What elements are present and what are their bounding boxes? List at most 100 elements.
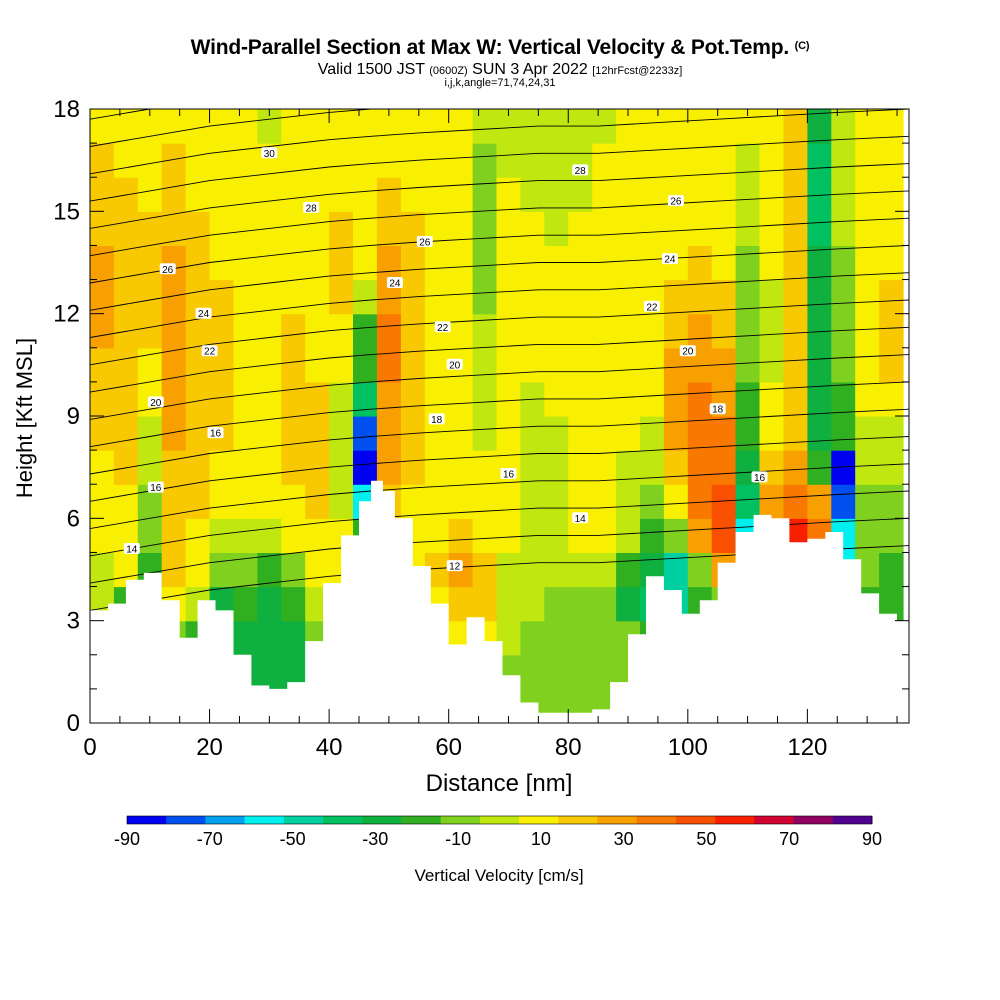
contour-label-text: 20 [150,398,162,409]
y-tick-label: 6 [67,505,80,532]
velocity-cell [711,450,737,485]
velocity-cell [592,279,617,315]
velocity-cell [209,211,235,246]
contour-label-box [428,413,445,425]
contour-label-text: 16 [150,483,162,494]
contour-label-box [147,481,164,493]
velocity-cell [161,211,187,246]
velocity-cell [113,416,139,451]
velocity-cell [161,109,187,144]
velocity-cell [544,586,569,622]
velocity-cell [233,484,258,519]
velocity-cell [90,143,115,178]
theta-contours [90,109,909,611]
colorbar-swatch [715,816,755,824]
velocity-cell [281,211,306,246]
contour-label: 22 [434,321,451,334]
contour-label-text: 18 [712,405,724,416]
velocity-cell [879,381,904,417]
velocity-cell [687,177,713,212]
contour-label-text: 14 [575,514,587,525]
velocity-cell [472,109,498,144]
velocity-cell [161,177,187,212]
velocity-cell [281,450,306,485]
velocity-cell [161,484,187,519]
velocity-cell [640,381,665,417]
contour-label: 24 [386,277,403,290]
velocity-cell [520,347,545,383]
velocity-cell [329,416,354,451]
theta-contour-line [90,163,909,229]
velocity-cell [568,313,593,349]
contour-label: 26 [159,263,176,276]
velocity-cell [879,211,904,246]
velocity-cell [663,211,689,246]
velocity-cell [568,416,593,451]
velocity-cell [424,109,450,144]
velocity-cell [879,347,904,383]
velocity-cell [472,143,498,178]
velocity-cell [568,620,593,656]
velocity-cell [281,586,306,622]
velocity-cell [233,381,258,417]
chart-subtitle: Valid 1500 JST (0600Z) SUN 3 Apr 2022 [1… [0,61,1000,79]
velocity-cell [281,245,306,281]
contour-label-box [446,358,463,370]
contour-label-box [751,471,768,483]
velocity-cell [616,586,641,622]
velocity-cell [855,450,880,485]
velocity-cell [663,381,689,417]
velocity-cell [759,313,784,349]
contour-label-box [661,253,678,265]
velocity-cell [161,347,187,383]
velocity-cell [113,143,139,178]
velocity-cell [233,450,258,485]
velocity-cell [711,245,737,281]
velocity-cell [663,484,689,519]
velocity-cell [90,416,115,451]
velocity-cell [376,416,402,451]
velocity-cell [879,279,904,315]
velocity-cell [520,211,545,246]
colorbar-tick-label: 30 [614,829,634,849]
contour-label-text: 14 [126,545,138,556]
velocity-cell [257,620,282,656]
velocity-cell [281,109,306,144]
velocity-cell [520,416,545,451]
contour-label-text: 26 [670,197,682,208]
velocity-cell [90,552,115,588]
velocity-cell [161,416,187,451]
contour-label-text: 16 [754,473,766,484]
velocity-cell [305,211,330,246]
contour-label-box [434,321,451,333]
velocity-cell [759,211,784,246]
contour-label-box [386,277,403,288]
velocity-cell [137,245,163,281]
velocity-cell [544,313,569,349]
contour-label: 12 [446,560,463,573]
theta-contour-line [90,135,909,202]
theta-contour-line [90,217,909,284]
colorbar-swatch [519,816,559,824]
velocity-cell [161,552,187,588]
velocity-cell [616,245,641,281]
velocity-cell [711,279,737,315]
contour-label-box [195,307,212,319]
velocity-cell [879,313,904,349]
subtitle-valid: Valid 1500 JST [317,61,425,78]
velocity-cell [807,279,832,315]
velocity-cell [137,177,163,212]
velocity-cell [281,552,306,588]
velocity-cell [233,518,258,553]
velocity-cell [161,518,187,553]
velocity-cell [400,347,426,383]
velocity-cell [400,484,426,519]
velocity-cell [472,313,498,349]
velocity-cell [759,347,784,383]
contour-label: 16 [147,481,164,494]
subtitle-forecast: [12hrFcst@2233z] [592,65,683,77]
colorbar-tick-label: 50 [696,829,716,849]
velocity-cell [400,381,426,417]
velocity-cell [879,450,904,485]
velocity-cell [544,416,569,451]
